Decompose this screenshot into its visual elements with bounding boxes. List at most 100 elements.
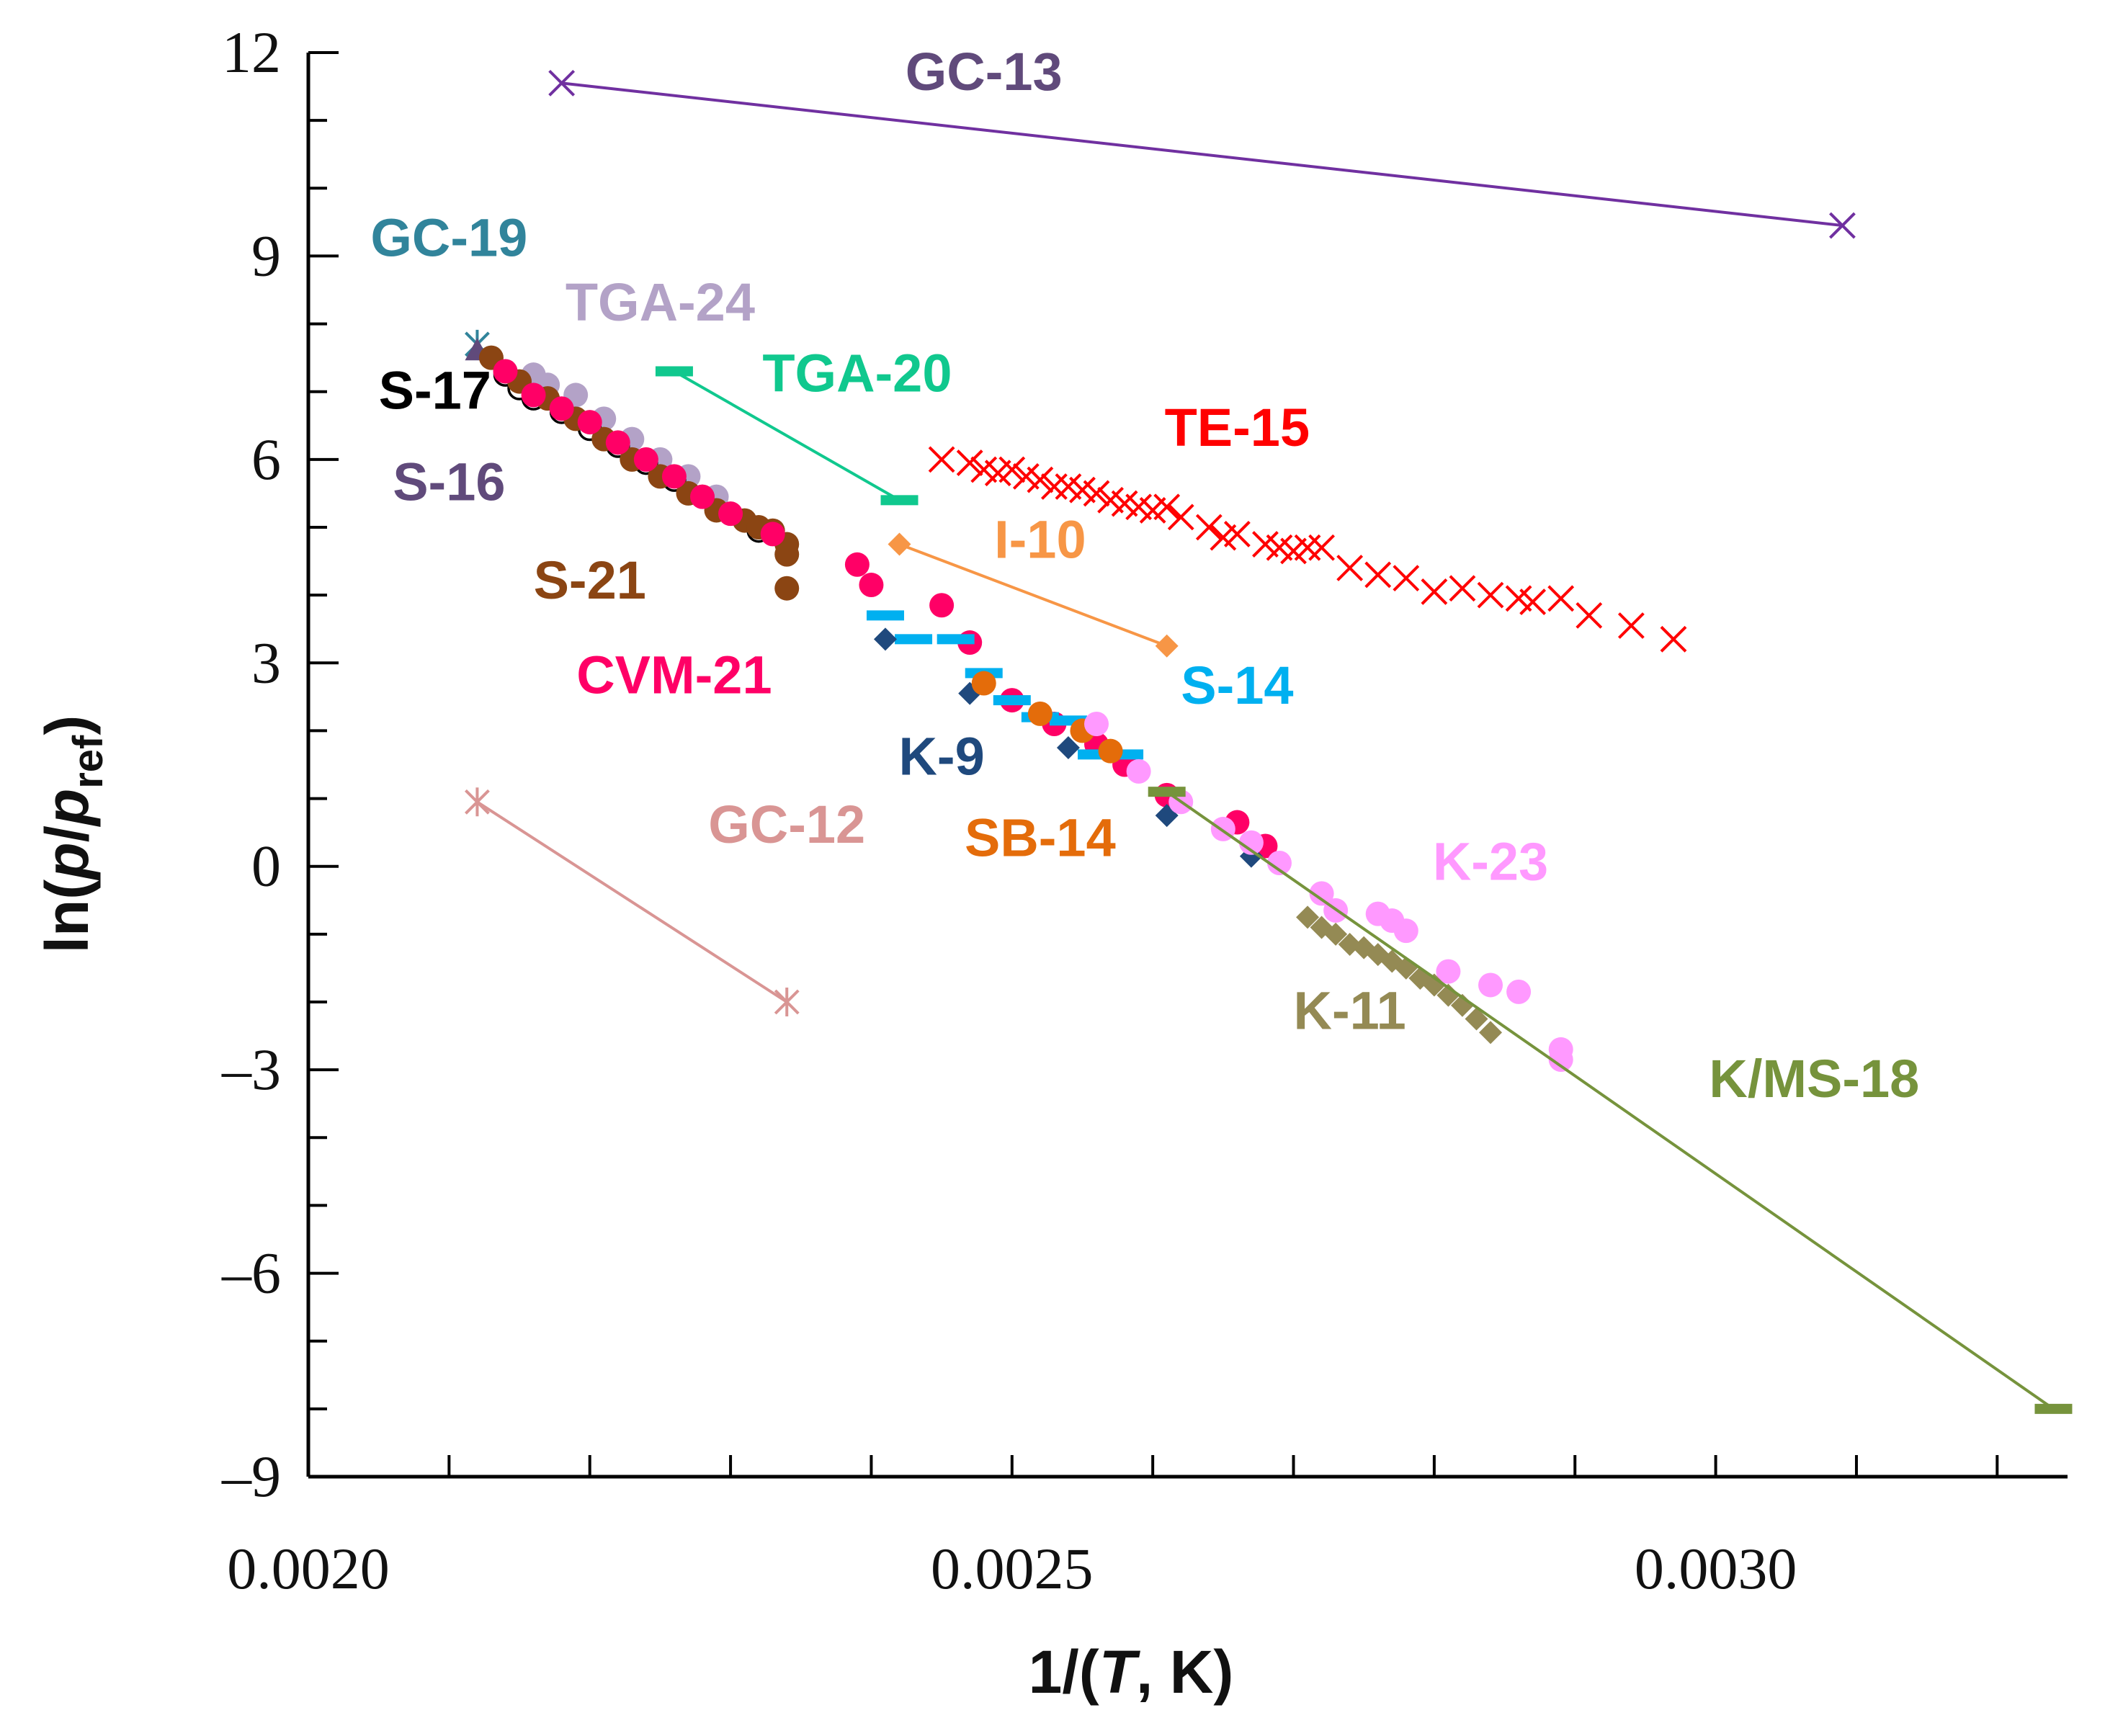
series-line-gc-12 bbox=[476, 800, 788, 1003]
point-tga-20 bbox=[880, 495, 919, 506]
point-cvm-21 bbox=[690, 484, 715, 509]
point-cvm-21 bbox=[661, 464, 687, 489]
x-axis-title-suffix: , K) bbox=[1136, 1638, 1233, 1706]
point-te-15 bbox=[1576, 601, 1603, 629]
series-label-k-9: K-9 bbox=[898, 727, 984, 787]
series-label-gc-12: GC-12 bbox=[708, 795, 865, 854]
point-te-15 bbox=[998, 456, 1026, 483]
x-axis-title: 1/(T, K) bbox=[1029, 1638, 1234, 1706]
series-k-11 bbox=[1296, 905, 1503, 1044]
series-sb-14 bbox=[971, 671, 1123, 764]
series-label-k-23: K-23 bbox=[1433, 832, 1548, 892]
point-te-15 bbox=[1294, 534, 1321, 561]
y-axis-title-p1: p bbox=[33, 842, 101, 880]
point-k-23 bbox=[1548, 1047, 1573, 1073]
series-gc-12 bbox=[465, 787, 800, 1016]
point-cvm-21 bbox=[760, 522, 785, 547]
point-cvm-21 bbox=[859, 573, 884, 598]
series-line-tga-20 bbox=[673, 370, 900, 502]
series-label-tga-24: TGA-24 bbox=[566, 272, 755, 332]
point-te-15 bbox=[1477, 581, 1504, 609]
series-line-k-ms-18 bbox=[1166, 790, 2055, 1410]
series-label-s-17: S-17 bbox=[379, 360, 491, 420]
point-i-10 bbox=[1155, 634, 1179, 658]
series-label-k-11: K-11 bbox=[1294, 981, 1406, 1041]
point-k-23 bbox=[1393, 918, 1418, 944]
y-tick-label: 6 bbox=[251, 426, 281, 492]
point-cvm-21 bbox=[929, 593, 955, 618]
series-label-cvm-21: CVM-21 bbox=[576, 645, 772, 705]
point-k-9 bbox=[873, 627, 897, 651]
point-te-15 bbox=[956, 449, 983, 476]
series-label-i-10: I-10 bbox=[994, 509, 1086, 569]
y-tick-label: –9 bbox=[221, 1444, 281, 1509]
point-k-11 bbox=[1436, 983, 1460, 1007]
point-te-15 bbox=[928, 446, 955, 473]
point-k-23 bbox=[1126, 759, 1151, 784]
x-tick-label: 0.0020 bbox=[227, 1536, 390, 1601]
point-te-15 bbox=[1660, 625, 1687, 653]
point-te-15 bbox=[1083, 480, 1110, 507]
point-k-ms-18 bbox=[2034, 1403, 2073, 1414]
y-tick-label: –6 bbox=[221, 1240, 281, 1306]
point-te-15 bbox=[1040, 473, 1068, 500]
series-label-te-15: TE-15 bbox=[1165, 398, 1310, 457]
point-te-15 bbox=[1547, 585, 1575, 612]
point-te-15 bbox=[1393, 565, 1420, 592]
y-tick-label: 3 bbox=[251, 630, 281, 695]
point-te-15 bbox=[1364, 561, 1392, 589]
series-k-ms-18 bbox=[1148, 787, 2073, 1414]
point-s-21 bbox=[774, 542, 800, 567]
axes-group: 12 9 6 3 0 –3 –6 –9 0.0020 0.0025 0.0030 bbox=[221, 19, 2068, 1601]
point-s-14 bbox=[937, 634, 975, 645]
point-te-15 bbox=[1308, 534, 1336, 561]
y-axis-title-suffix: ) bbox=[33, 715, 101, 735]
point-te-15 bbox=[1027, 466, 1054, 493]
point-sb-14 bbox=[1098, 738, 1123, 764]
series-label-sb-14: SB-14 bbox=[965, 808, 1116, 868]
point-gc-13 bbox=[1829, 212, 1856, 239]
series-line-gc-13 bbox=[561, 81, 1843, 228]
point-gc-13 bbox=[548, 69, 576, 97]
point-cvm-21 bbox=[521, 382, 546, 408]
point-te-15 bbox=[1617, 612, 1645, 639]
point-gc-12 bbox=[774, 988, 800, 1016]
point-cvm-21 bbox=[549, 396, 574, 421]
series-group bbox=[465, 69, 2073, 1414]
point-k-23 bbox=[1506, 979, 1532, 1004]
point-s-14 bbox=[866, 610, 904, 621]
x-tick-label: 0.0025 bbox=[931, 1536, 1094, 1601]
series-te-15 bbox=[928, 446, 1687, 653]
y-tick-label: 9 bbox=[251, 223, 281, 288]
point-i-10 bbox=[888, 532, 911, 556]
series-label-s-21: S-21 bbox=[534, 550, 646, 610]
point-te-15 bbox=[1336, 555, 1364, 581]
y-axis-title-prefix: ln( bbox=[33, 880, 101, 954]
point-k-11 bbox=[1324, 922, 1348, 946]
series-tga-20 bbox=[655, 366, 919, 506]
point-k-23 bbox=[1266, 851, 1292, 876]
point-k-11 bbox=[1296, 905, 1320, 929]
series-label-k-ms-18: K/MS-18 bbox=[1709, 1049, 1919, 1109]
point-k-11 bbox=[1422, 973, 1446, 997]
point-k-11 bbox=[1450, 993, 1474, 1017]
point-cvm-21 bbox=[718, 501, 743, 527]
series-gc-13 bbox=[548, 69, 1856, 239]
y-tick-label: –3 bbox=[221, 1037, 281, 1102]
point-te-15 bbox=[1153, 493, 1181, 521]
point-sb-14 bbox=[1027, 701, 1052, 726]
series-label-gc-19: GC-19 bbox=[370, 207, 527, 267]
point-sb-14 bbox=[971, 671, 996, 696]
point-te-15 bbox=[1223, 520, 1251, 547]
point-cvm-21 bbox=[844, 552, 870, 577]
point-k-9 bbox=[1056, 735, 1080, 759]
point-k-23 bbox=[1436, 959, 1461, 984]
point-k-11 bbox=[1479, 1021, 1503, 1044]
point-cvm-21 bbox=[633, 447, 658, 472]
point-k-11 bbox=[1465, 1007, 1488, 1031]
series-label-s-14: S-14 bbox=[1181, 656, 1293, 715]
series-label-s-16: S-16 bbox=[393, 452, 505, 511]
point-tga-20 bbox=[655, 366, 693, 377]
